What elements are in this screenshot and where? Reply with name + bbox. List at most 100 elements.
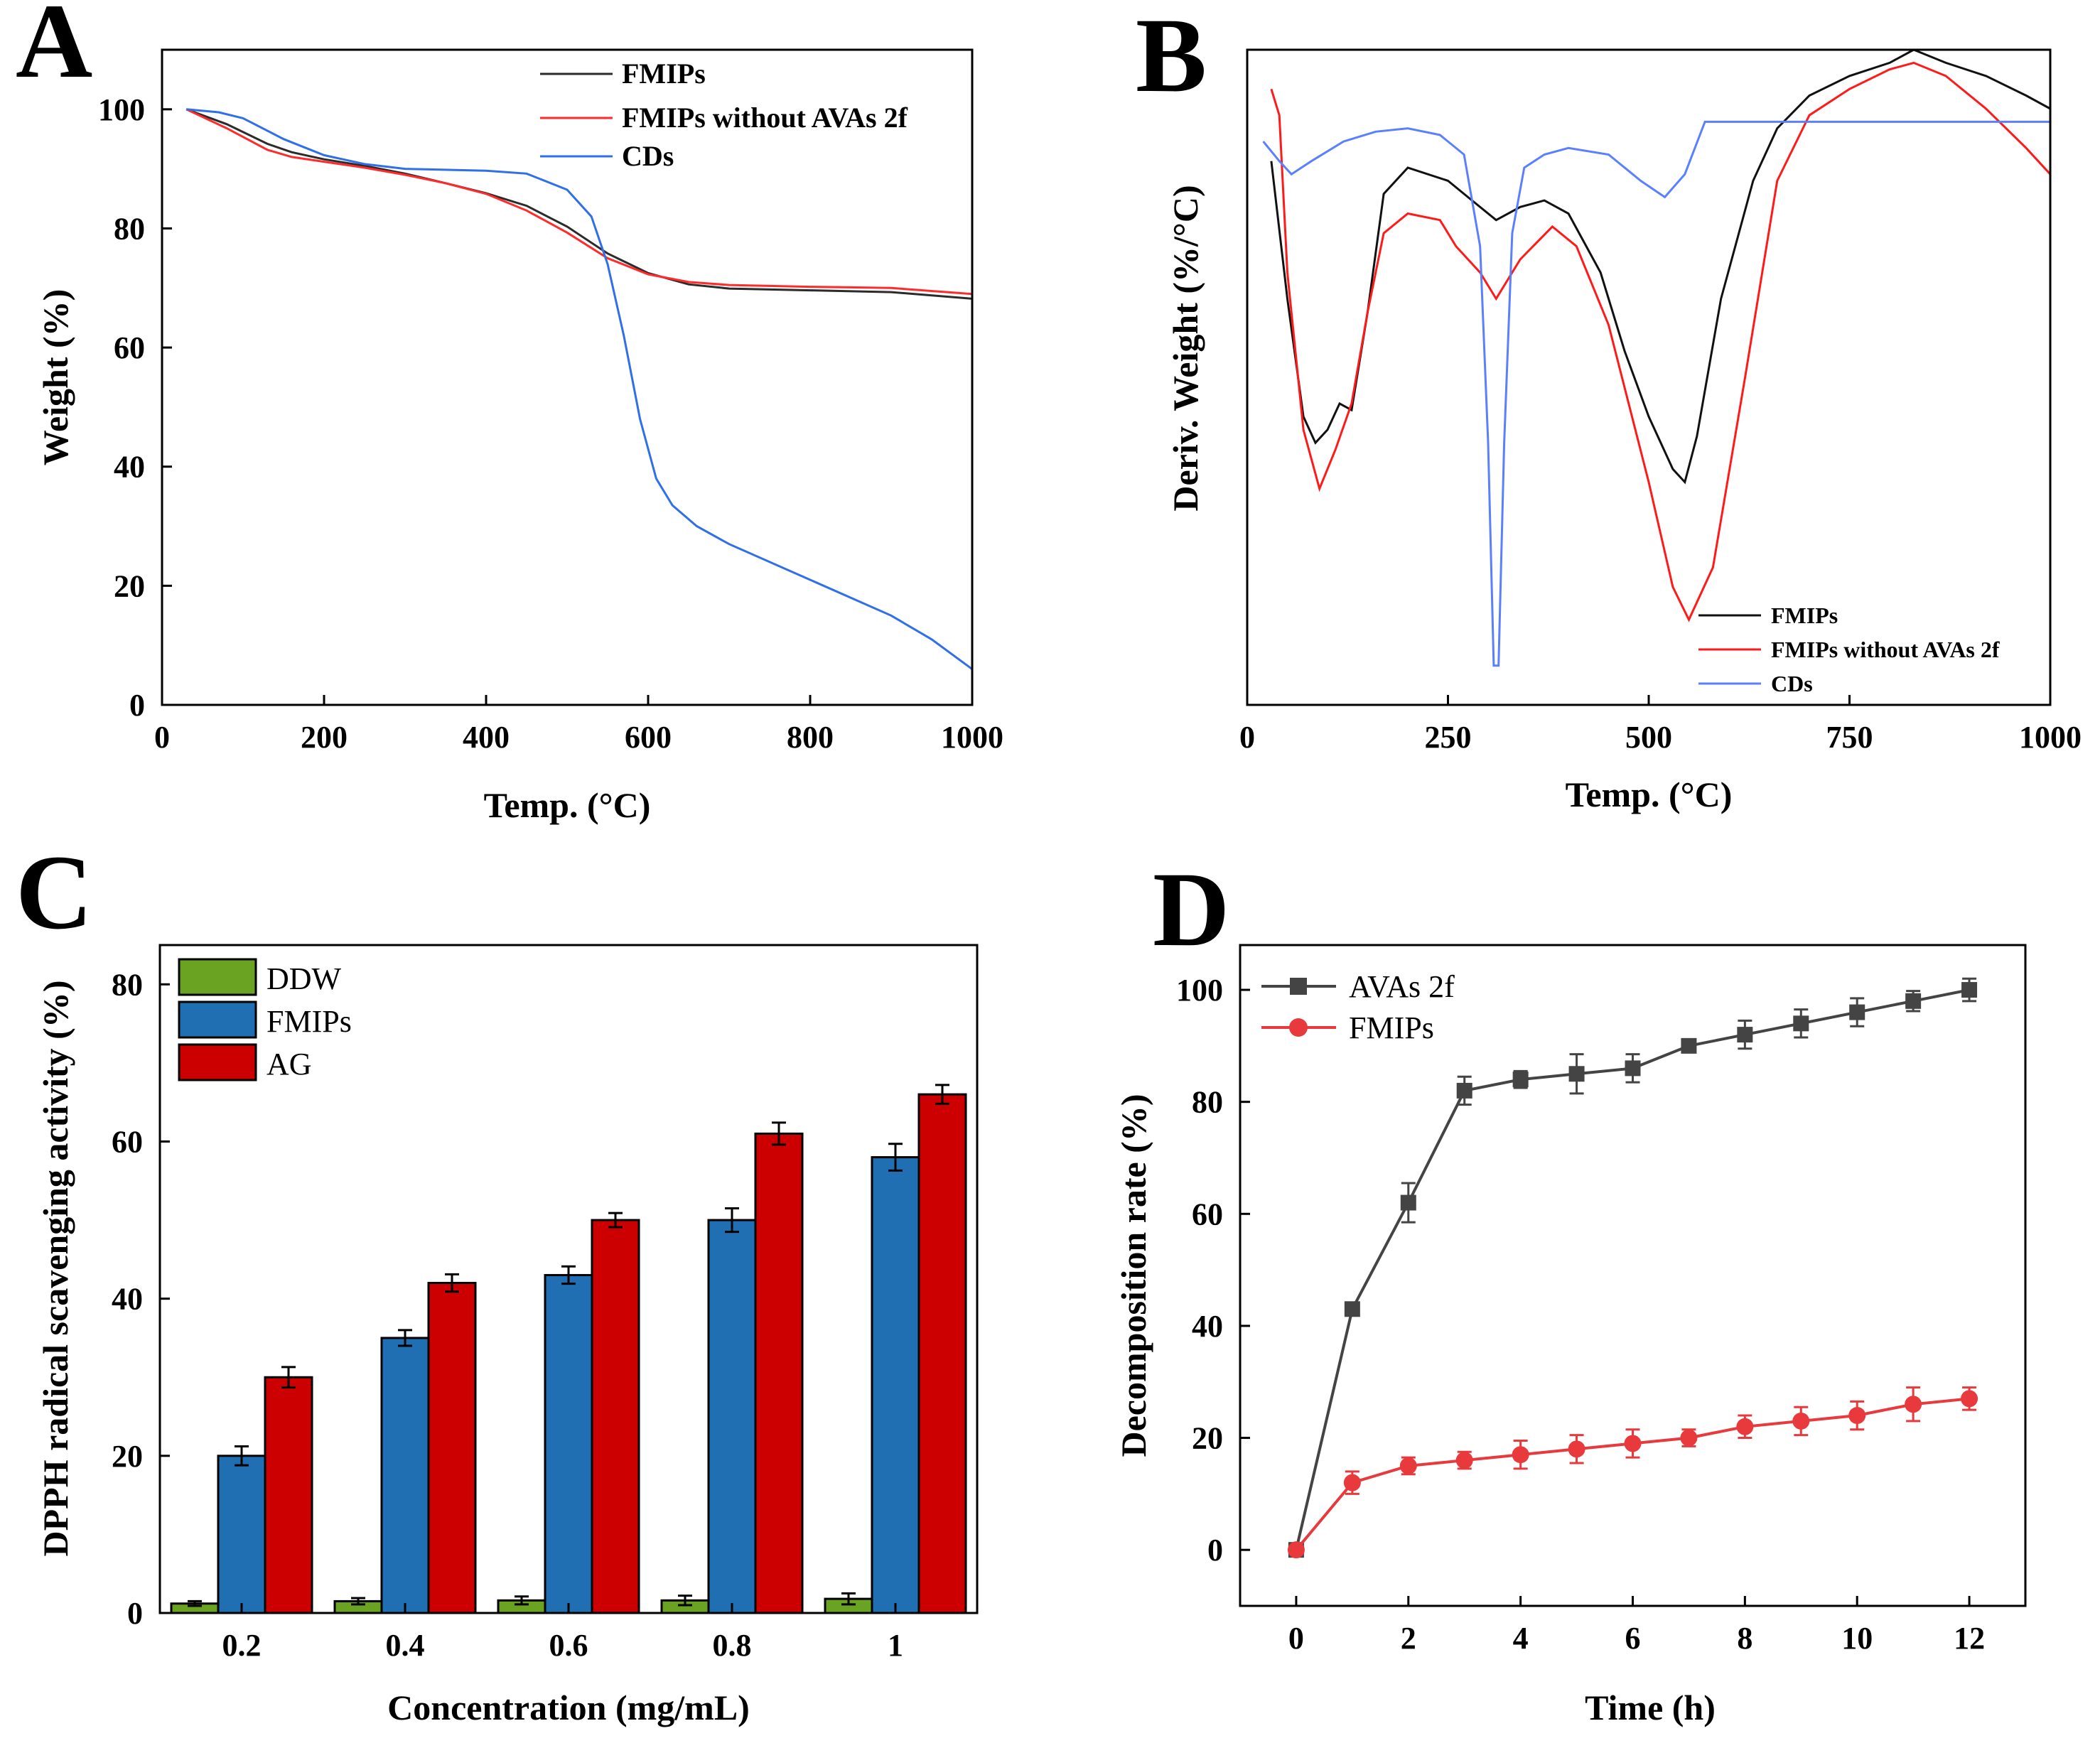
legend-label-fmips-without-avas: FMIPs without AVAs 2f xyxy=(1771,637,2000,662)
panel-a-legend: FMIPs FMIPs without AVAs 2f CDs xyxy=(540,58,908,172)
panel-c-ticks: 0.2 0.4 0.6 0.8 1 0 20 40 60 80 xyxy=(112,967,903,1663)
data-point-avas-2f xyxy=(1737,1027,1753,1043)
bar-fmips xyxy=(707,1219,757,1614)
bar-ag xyxy=(754,1132,804,1614)
x-tick-label: 250 xyxy=(1425,720,1472,755)
y-tick-label: 40 xyxy=(112,1282,143,1317)
data-point-fmips xyxy=(1848,1407,1866,1425)
legend-label-fmips: FMIPs xyxy=(1771,603,1838,628)
panel-a-ylabel: Weight (%) xyxy=(36,289,75,466)
x-tick-label: 0 xyxy=(1239,720,1255,755)
bar-fmips xyxy=(380,1337,430,1614)
data-point-fmips xyxy=(1568,1440,1585,1458)
legend-marker-fmips xyxy=(1289,1018,1308,1037)
y-tick-label: 100 xyxy=(98,92,145,127)
legend-label-fmips: FMIPs xyxy=(1349,1010,1434,1045)
legend-label-fmips-without-avas: FMIPs without AVAs 2f xyxy=(622,102,908,134)
panel-c: C 0.2 0.4 0.6 0.8 1 0 20 40 60 80 Concentration (… xyxy=(16,833,979,1727)
panel-a-xlabel: Temp. (°C) xyxy=(484,785,651,825)
x-tick-label: 0 xyxy=(154,720,170,755)
data-point-avas-2f xyxy=(1512,1072,1529,1088)
x-tick-label: 400 xyxy=(463,720,510,755)
panel-b-frame xyxy=(1246,48,2052,706)
panel-d-ticks: 0 2 4 6 8 10 12 0 20 40 60 80 100 xyxy=(1176,973,1985,1656)
data-point-fmips xyxy=(1905,1396,1922,1413)
y-tick-label: 20 xyxy=(112,1439,143,1474)
y-tick-label: 0 xyxy=(127,1596,143,1631)
y-tick-label: 20 xyxy=(1192,1421,1223,1456)
legend-swatch-fmips xyxy=(178,1000,257,1039)
panel-d-xlabel: Time (h) xyxy=(1585,1688,1716,1727)
x-tick-label: 600 xyxy=(625,720,672,755)
bar-ag xyxy=(427,1282,477,1614)
data-point-avas-2f xyxy=(1905,993,1922,1009)
panel-b-legend: FMIPs FMIPs without AVAs 2f CDs xyxy=(1698,603,2000,696)
data-point-fmips xyxy=(1399,1457,1417,1474)
panel-a-ticks: 0 200 400 600 800 1000 0 20 40 60 80 100 xyxy=(98,92,1003,755)
bar-fmips xyxy=(871,1156,920,1614)
x-tick-label: 1 xyxy=(888,1628,903,1663)
panel-b-xlabel: Temp. (°C) xyxy=(1566,775,1733,814)
series-line-fmips xyxy=(1295,1397,1970,1551)
panel-c-letter: C xyxy=(16,833,92,951)
y-tick-label: 40 xyxy=(1192,1309,1223,1344)
panel-b-ylabel: Deriv. Weight (%/°C) xyxy=(1165,185,1205,511)
x-tick-label: 200 xyxy=(301,720,348,755)
legend-swatch-ddw xyxy=(178,958,257,996)
y-tick-label: 0 xyxy=(129,688,145,723)
bar-ag xyxy=(917,1093,967,1614)
panel-d-letter: D xyxy=(1153,851,1229,969)
x-tick-label: 0.2 xyxy=(222,1628,262,1663)
x-tick-label: 6 xyxy=(1625,1621,1641,1656)
data-point-avas-2f xyxy=(1400,1194,1416,1211)
legend-label-ag: AG xyxy=(266,1047,312,1081)
legend-label-cds: CDs xyxy=(622,140,674,172)
legend-label-avas-2f: AVAs 2f xyxy=(1349,969,1455,1004)
series-line-fmips xyxy=(1270,48,2051,485)
x-tick-label: 0 xyxy=(1288,1621,1304,1656)
x-tick-label: 10 xyxy=(1841,1621,1873,1656)
panel-b-ticks: 0 250 500 750 1000 xyxy=(1239,695,2082,755)
x-tick-label: 1000 xyxy=(941,720,1003,755)
series-line-cds xyxy=(1262,120,2050,667)
y-tick-label: 80 xyxy=(112,967,143,1002)
legend-label-fmips: FMIPs xyxy=(622,58,706,90)
series-line-fmips xyxy=(185,108,973,300)
panel-d-legend: AVAs 2f FMIPs xyxy=(1261,969,1455,1045)
data-point-fmips xyxy=(1624,1435,1642,1452)
x-tick-label: 0.4 xyxy=(386,1628,425,1663)
bar-fmips xyxy=(544,1273,593,1614)
data-point-avas-2f xyxy=(1625,1060,1641,1077)
data-point-fmips xyxy=(1792,1412,1810,1430)
x-tick-label: 4 xyxy=(1513,1621,1529,1656)
legend-marker-avas-2f xyxy=(1290,978,1307,995)
x-tick-label: 800 xyxy=(787,720,834,755)
x-tick-label: 8 xyxy=(1737,1621,1752,1656)
x-tick-label: 750 xyxy=(1826,720,1873,755)
data-point-avas-2f xyxy=(1961,982,1978,998)
data-point-fmips xyxy=(1455,1452,1473,1469)
data-point-avas-2f xyxy=(1681,1037,1697,1054)
panel-d-ylabel: Decomposition rate (%) xyxy=(1114,1094,1153,1457)
panel-d-plot-series xyxy=(1287,977,1978,1559)
data-point-avas-2f xyxy=(1793,1015,1809,1032)
panel-a: A 0 200 400 600 800 1000 0 20 40 60 80 100 Temp. (°… xyxy=(16,0,1003,825)
y-tick-label: 100 xyxy=(1176,973,1223,1008)
data-point-avas-2f xyxy=(1344,1301,1360,1317)
panel-c-legend: DDW FMIPs AG xyxy=(178,958,352,1081)
data-point-avas-2f xyxy=(1456,1082,1472,1099)
legend-label-cds: CDs xyxy=(1771,671,1813,696)
x-tick-label: 0.8 xyxy=(713,1628,752,1663)
panel-c-ylabel: DPPH radical scavenging activity (%) xyxy=(36,981,75,1557)
y-tick-label: 40 xyxy=(114,450,145,485)
x-tick-label: 500 xyxy=(1625,720,1672,755)
y-tick-label: 60 xyxy=(1192,1197,1223,1231)
series-line-fmips-without-avas-2f xyxy=(1270,61,2052,622)
legend-label-fmips: FMIPs xyxy=(266,1004,352,1039)
data-point-fmips xyxy=(1961,1390,1978,1408)
series-line-fmips-without-avas-2f xyxy=(185,108,973,296)
y-tick-label: 60 xyxy=(112,1124,143,1159)
legend-swatch-ag xyxy=(178,1043,257,1081)
y-tick-label: 80 xyxy=(114,211,145,246)
data-point-avas-2f xyxy=(1849,1004,1865,1020)
